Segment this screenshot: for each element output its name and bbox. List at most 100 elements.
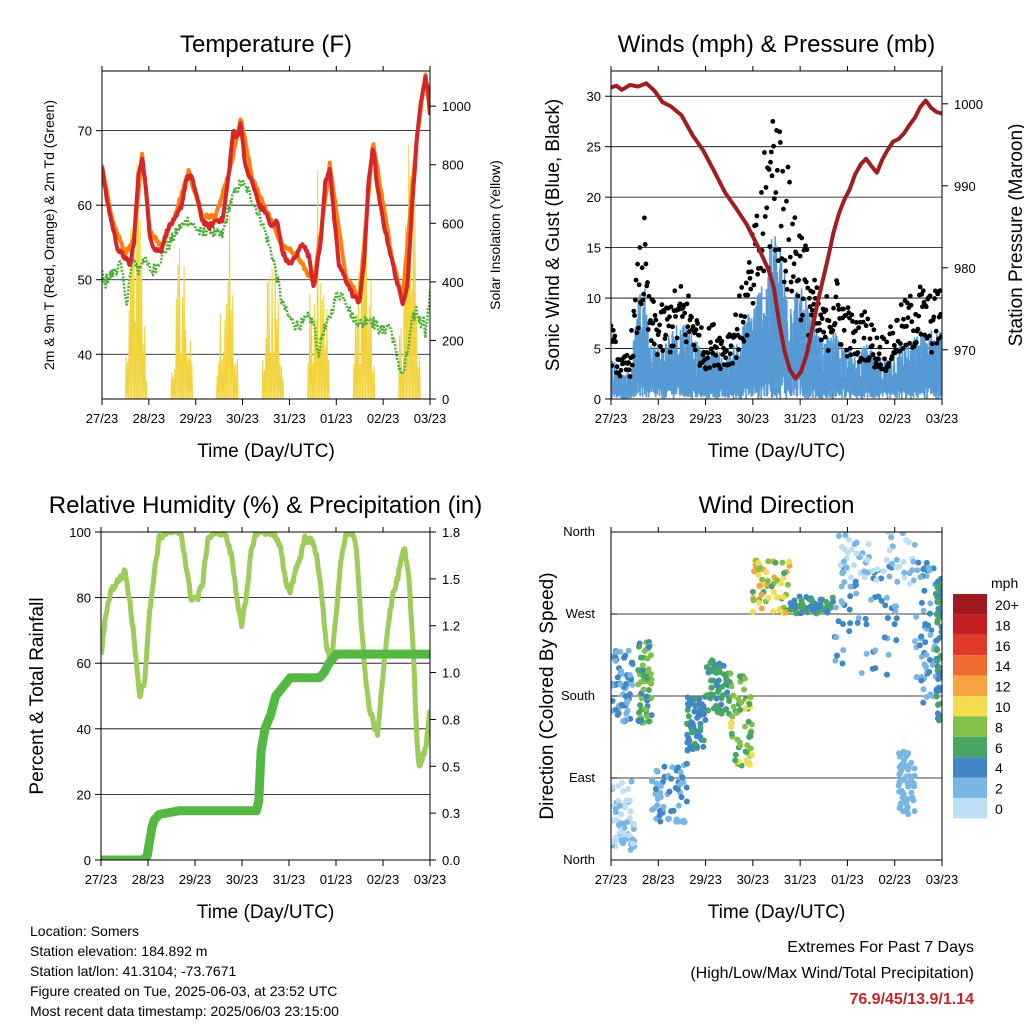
- solar-spike: [275, 319, 278, 399]
- solar-spike: [225, 303, 228, 399]
- gust-point: [763, 185, 769, 190]
- gust-point: [768, 159, 773, 165]
- gust-point: [739, 285, 745, 290]
- legend-swatch: [953, 777, 987, 798]
- gust-point: [915, 326, 921, 332]
- direction-point: [934, 616, 941, 623]
- direction-point: [817, 596, 824, 603]
- gust-point: [708, 346, 714, 352]
- solar-spike: [354, 321, 357, 399]
- gust-point: [910, 328, 916, 334]
- direction-point: [913, 613, 920, 620]
- direction-point: [896, 779, 903, 786]
- direction-point: [718, 695, 725, 702]
- direction-point: [624, 797, 631, 804]
- solar-spike: [184, 330, 187, 399]
- x-tick-label: 01/23: [320, 411, 353, 426]
- x-tick-label: 28/23: [642, 872, 675, 887]
- direction-point: [934, 583, 941, 590]
- solar-spike: [321, 299, 324, 399]
- direction-point: [918, 599, 925, 606]
- direction-point: [922, 663, 929, 670]
- gust-point: [904, 300, 910, 306]
- direction-point: [923, 651, 930, 658]
- direction-point: [842, 532, 849, 539]
- direction-point: [656, 812, 663, 819]
- direction-point: [673, 816, 680, 823]
- gust-point: [745, 292, 751, 298]
- direction-point: [928, 627, 935, 634]
- y2-tick-label: 800: [442, 158, 464, 173]
- direction-point: [911, 808, 918, 815]
- direction-point: [648, 778, 655, 785]
- x-tick-label: 31/23: [273, 872, 306, 887]
- gust-point: [886, 360, 892, 366]
- gust-point: [746, 260, 752, 265]
- gust-point: [818, 312, 824, 318]
- gust-point: [819, 316, 825, 322]
- direction-point: [648, 712, 655, 719]
- direction-point: [631, 821, 638, 828]
- direction-point: [801, 604, 808, 611]
- direction-point: [863, 650, 870, 657]
- gust-point: [748, 286, 754, 292]
- gust-point: [734, 326, 740, 332]
- gust-point: [862, 309, 868, 315]
- direction-point: [839, 660, 846, 667]
- gust-point: [613, 339, 618, 345]
- gust-point: [937, 288, 942, 294]
- direction-point: [920, 699, 927, 706]
- solar-spike: [368, 305, 371, 399]
- created-text: Figure created on Tue, 2025-06-03, at 23…: [30, 983, 338, 999]
- plot-frame: [610, 70, 943, 400]
- direction-point: [884, 532, 891, 536]
- y-tick-label: 100: [69, 525, 91, 540]
- direction-point: [899, 532, 906, 537]
- series-dewpoint: [102, 178, 430, 376]
- direction-point: [617, 829, 624, 836]
- solar-spike: [263, 369, 266, 399]
- direction-point: [872, 647, 879, 654]
- direction-point: [615, 797, 622, 804]
- gust-point: [741, 338, 747, 344]
- x-axis-label: Time (Day/UTC): [708, 902, 846, 923]
- direction-point: [784, 581, 791, 588]
- direction-point: [764, 577, 771, 584]
- gust-point: [771, 196, 777, 202]
- y-tick-label: 40: [78, 347, 92, 362]
- direction-point: [891, 621, 898, 628]
- direction-point: [763, 569, 770, 576]
- gust-point: [800, 312, 805, 318]
- solar-spike: [316, 169, 319, 399]
- y-tick-label: 70: [78, 124, 92, 139]
- direction-point: [938, 623, 942, 630]
- x-tick-label: 30/23: [737, 411, 770, 426]
- gust-point: [844, 347, 849, 353]
- solar-spike: [137, 216, 140, 399]
- gust-point: [636, 282, 642, 288]
- gust-point: [798, 317, 804, 323]
- gust-point: [939, 334, 942, 340]
- solar-spike: [398, 335, 401, 399]
- gust-point: [784, 198, 789, 204]
- direction-point: [929, 661, 936, 668]
- gust-point: [871, 327, 877, 333]
- gust-point: [626, 367, 632, 373]
- direction-point: [868, 596, 875, 603]
- gust-point: [699, 325, 704, 330]
- plot-frame: [100, 531, 431, 861]
- gust-point: [874, 335, 880, 341]
- solar-spike: [407, 144, 410, 399]
- direction-point: [882, 602, 889, 609]
- direction-point: [926, 610, 933, 617]
- direction-point: [648, 680, 655, 687]
- solar-spike: [280, 366, 283, 399]
- legend-swatch: [953, 757, 987, 778]
- direction-point: [778, 580, 785, 587]
- gust-point: [780, 168, 786, 174]
- gust-point: [822, 334, 828, 340]
- direction-point: [684, 747, 691, 754]
- direction-point: [685, 713, 692, 720]
- direction-point: [727, 720, 734, 727]
- direction-point: [744, 742, 751, 749]
